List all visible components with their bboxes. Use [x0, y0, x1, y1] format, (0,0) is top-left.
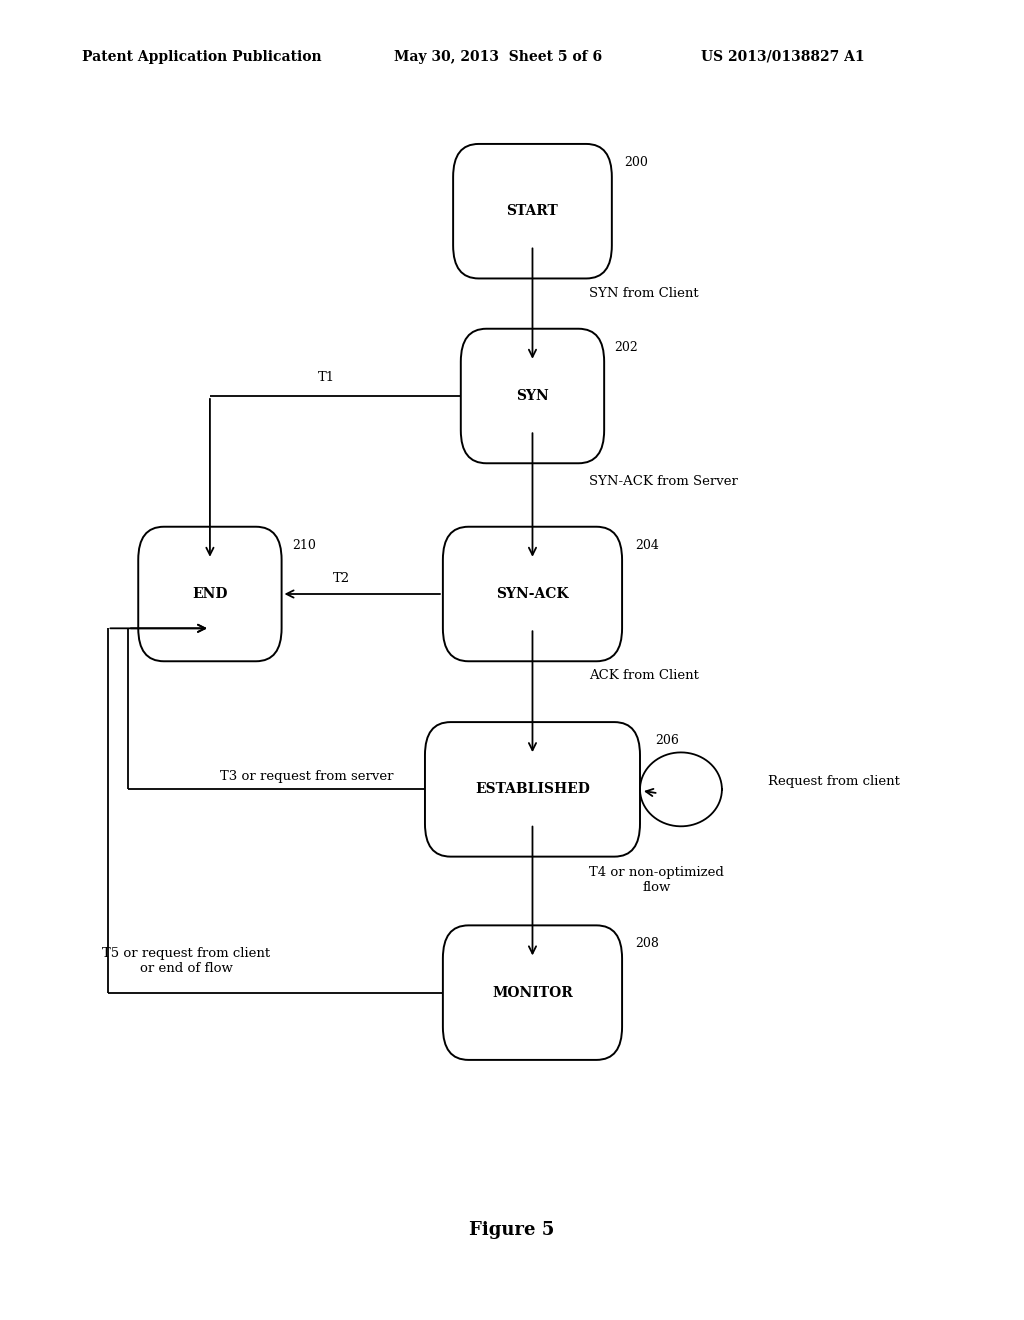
Text: SYN-ACK: SYN-ACK [497, 587, 568, 601]
Text: END: END [193, 587, 227, 601]
Text: SYN: SYN [516, 389, 549, 403]
FancyBboxPatch shape [442, 527, 622, 661]
Text: 202: 202 [614, 341, 638, 354]
Text: SYN from Client: SYN from Client [589, 286, 698, 300]
Text: T5 or request from client
or end of flow: T5 or request from client or end of flow [102, 946, 270, 975]
FancyBboxPatch shape [461, 329, 604, 463]
Text: 210: 210 [292, 539, 315, 552]
FancyBboxPatch shape [453, 144, 612, 279]
FancyBboxPatch shape [442, 925, 622, 1060]
Text: MONITOR: MONITOR [493, 986, 572, 999]
Text: T2: T2 [333, 572, 350, 585]
Text: START: START [507, 205, 558, 218]
Text: 208: 208 [635, 937, 658, 950]
Text: May 30, 2013  Sheet 5 of 6: May 30, 2013 Sheet 5 of 6 [394, 50, 602, 63]
Text: ESTABLISHED: ESTABLISHED [475, 783, 590, 796]
Text: 206: 206 [655, 734, 679, 747]
FancyBboxPatch shape [138, 527, 282, 661]
Text: Figure 5: Figure 5 [469, 1221, 555, 1239]
Text: 200: 200 [625, 156, 648, 169]
Text: US 2013/0138827 A1: US 2013/0138827 A1 [701, 50, 865, 63]
FancyBboxPatch shape [425, 722, 640, 857]
Text: T4 or non-optimized
flow: T4 or non-optimized flow [589, 866, 724, 895]
Text: T3 or request from server: T3 or request from server [220, 770, 393, 783]
Text: SYN-ACK from Server: SYN-ACK from Server [589, 475, 737, 488]
Text: Patent Application Publication: Patent Application Publication [82, 50, 322, 63]
Text: ACK from Client: ACK from Client [589, 669, 698, 682]
Text: 204: 204 [635, 539, 658, 552]
Text: Request from client: Request from client [768, 775, 900, 788]
Text: T1: T1 [317, 371, 335, 384]
